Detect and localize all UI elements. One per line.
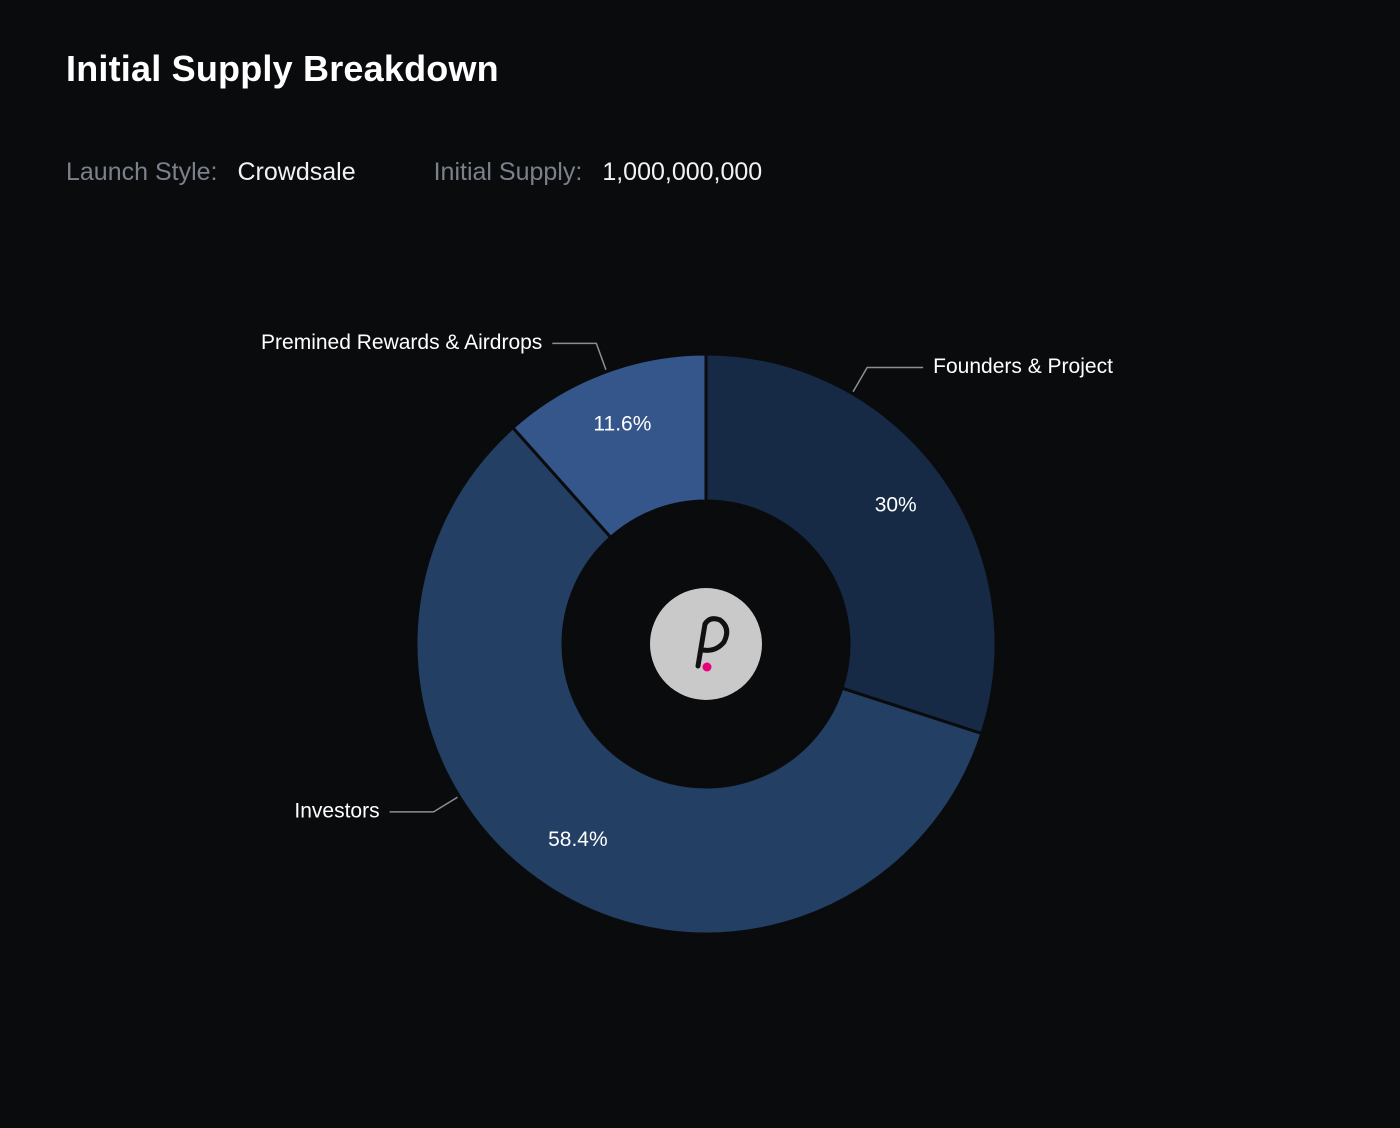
donut-slice-0 <box>704 352 998 736</box>
initial-supply-label: Initial Supply: <box>433 158 583 186</box>
launch-style-value: Crowdsale <box>237 158 356 186</box>
slice-value-label: 11.6% <box>593 412 651 435</box>
supply-meta-row: Launch Style: Crowdsale Initial Supply: … <box>66 158 762 187</box>
donut-callouts: Founders & Project Investors Premined Rewa… <box>261 331 1113 823</box>
slice-category-label: Investors <box>294 799 379 822</box>
slice-value-label: 30% <box>875 494 917 517</box>
logo-accent-dot <box>702 662 712 672</box>
donut-slice-1 <box>414 425 984 936</box>
donut-slices <box>414 352 998 936</box>
page-title: Initial Supply Breakdown <box>66 48 499 89</box>
logo-glyph <box>695 616 730 669</box>
slice-category-label: Founders & Project <box>933 355 1113 378</box>
launch-style-label: Launch Style: <box>66 158 218 186</box>
donut-slice-2 <box>510 352 708 540</box>
slice-category-label: Premined Rewards & Airdrops <box>261 331 542 354</box>
callout-leader-line <box>852 366 924 393</box>
slice-value-label: 58.4% <box>548 828 608 851</box>
polkadot-logo-icon <box>650 588 762 700</box>
initial-supply-value: 1,000,000,000 <box>602 158 763 186</box>
callout-leader-line <box>389 796 458 813</box>
donut-slice-labels: 30% 58.4% 11.6% <box>548 412 917 851</box>
callout-leader-line <box>552 342 607 370</box>
logo-badge <box>650 588 762 700</box>
